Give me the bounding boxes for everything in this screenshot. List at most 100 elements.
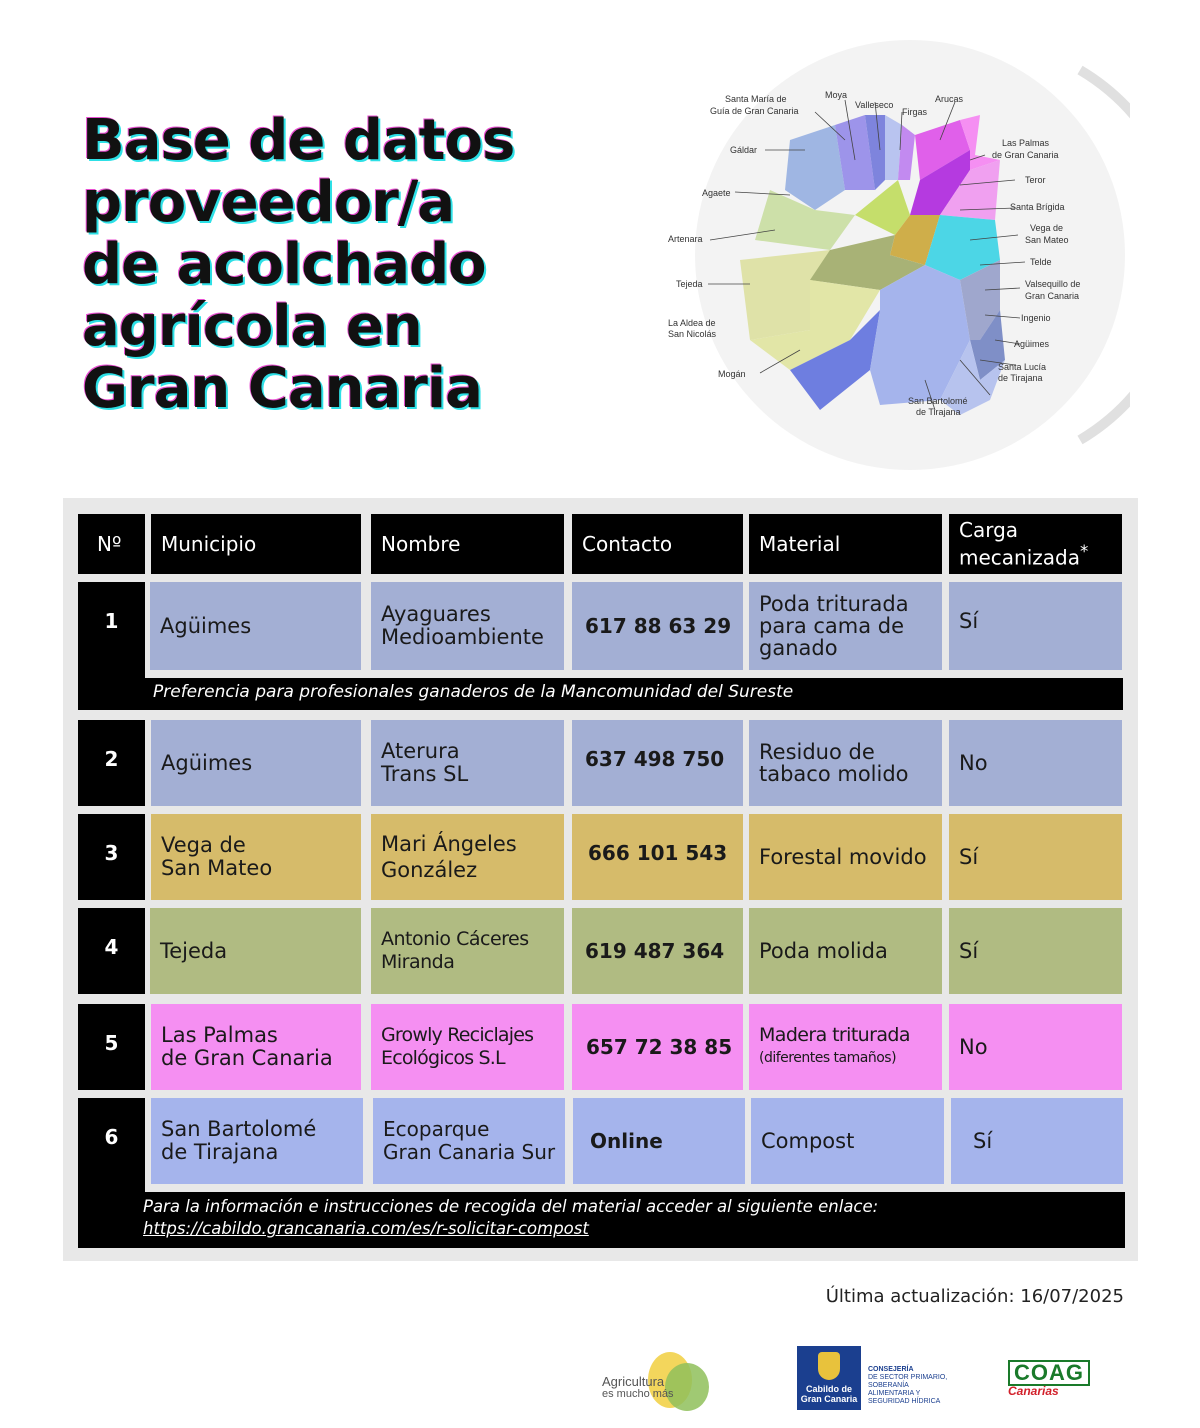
region-agaete xyxy=(755,190,855,250)
region-aldea xyxy=(750,280,880,370)
region-santa-brigida xyxy=(940,160,1000,220)
agricultura-logo: Agricultura es mucho más xyxy=(602,1345,712,1415)
contacto-cell: Online xyxy=(573,1098,745,1184)
title-line: Base de datos xyxy=(82,108,515,173)
nombre-text: Ecoparque xyxy=(383,1117,490,1141)
material-cell: Poda triturada para cama de ganado xyxy=(749,582,942,670)
phone-number[interactable]: 657 72 38 85 xyxy=(586,1034,733,1059)
region-telde xyxy=(925,215,1000,280)
material-text: Poda triturada xyxy=(759,592,909,616)
map-label: de Tirajana xyxy=(916,407,961,417)
carga-cell: No xyxy=(949,1004,1122,1090)
contacto-cell: 619 487 364 xyxy=(572,908,743,994)
agricultura-text: Agricultura es mucho más xyxy=(602,1375,674,1401)
municipio-cell: Agüimes xyxy=(150,582,361,670)
material-text: Residuo de xyxy=(759,740,875,764)
title-line: de acolchado xyxy=(82,232,487,297)
row-number: 2 xyxy=(78,720,145,806)
map-label: Santa María de xyxy=(725,94,787,104)
nombre-text: Ayaguares xyxy=(381,602,491,626)
contacto-cell: 657 72 38 85 xyxy=(572,1004,743,1090)
municipio-text: Las Palmas xyxy=(161,1023,278,1047)
contacto-cell: 617 88 63 29 xyxy=(572,582,743,670)
carga-cell: Sí xyxy=(949,908,1122,994)
map-label: San Nicolás xyxy=(668,329,717,339)
cons-line: CONSEJERÍA xyxy=(868,1366,914,1373)
phone-number[interactable]: 619 487 364 xyxy=(585,938,725,963)
map-label: Telde xyxy=(1030,257,1052,267)
row-number: 1 xyxy=(78,582,145,710)
header-carga-line: mecanizada* xyxy=(959,541,1088,569)
header-carga-word: mecanizada xyxy=(959,545,1080,570)
nombre-text: Medioambiente xyxy=(381,625,544,649)
map-label: Santa Brígida xyxy=(1010,202,1065,212)
map-svg: Santa María de Guía de Gran Canaria Moya… xyxy=(668,40,1191,470)
row6-note: Para la información e instrucciones de r… xyxy=(133,1192,1125,1248)
map-label: Tejeda xyxy=(676,279,703,289)
agri-line: Agricultura xyxy=(602,1374,665,1389)
map-labels: Santa María de Guía de Gran Canaria Moya… xyxy=(668,90,1080,417)
map-label: San Bartolomé xyxy=(908,396,968,406)
map-label: Mogán xyxy=(718,369,746,379)
phone-number[interactable]: 666 101 543 xyxy=(588,841,728,865)
row-number: 5 xyxy=(78,1004,145,1090)
municipio-text: San Mateo xyxy=(161,856,273,880)
nombre-text: Mari Ángeles xyxy=(381,832,517,856)
material-text: Poda molida xyxy=(759,938,888,963)
carga-cell: Sí xyxy=(949,814,1122,900)
municipio-text: Tejeda xyxy=(160,938,228,963)
nombre-cell: Ayaguares Medioambiente xyxy=(371,582,564,670)
nombre-cell: Mari Ángeles González xyxy=(371,814,564,900)
coat-of-arms-icon xyxy=(818,1352,840,1380)
carga-cell: Sí xyxy=(951,1098,1123,1184)
phone-number[interactable]: 617 88 63 29 xyxy=(585,613,732,638)
phone-number[interactable]: 637 498 750 xyxy=(585,747,725,771)
title-line: agrícola en xyxy=(82,294,423,359)
nombre-cell: Ecoparque Gran Canaria Sur xyxy=(373,1098,565,1184)
map-label: Vega de xyxy=(1030,223,1063,233)
material-text: Forestal movido xyxy=(759,844,927,869)
region-vega-san-mateo xyxy=(890,215,940,265)
gran-canaria-map: Santa María de Guía de Gran Canaria Moya… xyxy=(640,40,1191,470)
carga-cell: No xyxy=(949,720,1122,806)
municipio-text: Agüimes xyxy=(160,613,252,638)
last-updated: Última actualización: 16/07/2025 xyxy=(825,1286,1124,1307)
map-label: Valleseco xyxy=(855,100,893,110)
carga-text: Sí xyxy=(959,609,979,633)
consejeria-text: CONSEJERÍA DE SECTOR PRIMARIO, SOBERANÍA… xyxy=(868,1366,948,1406)
compost-link[interactable]: https://cabildo.grancanaria.com/es/r-sol… xyxy=(143,1219,589,1238)
nombre-text: Growly Reciclajes xyxy=(381,1024,534,1046)
region-valleseco xyxy=(885,115,902,180)
row1-note: Preferencia para profesionales ganaderos… xyxy=(145,678,1123,710)
region-tejeda xyxy=(810,235,925,290)
supplier-table: Nº Municipio Nombre Contacto Material Ca… xyxy=(63,498,1138,1261)
material-text: para cama de xyxy=(759,614,905,638)
cons-line: SOBERANÍA xyxy=(868,1382,909,1389)
row6-note-text: Para la información e instrucciones de r… xyxy=(143,1197,879,1216)
title-line: Gran Canaria xyxy=(82,356,483,421)
header-carga: Carga mecanizada* xyxy=(949,514,1122,574)
material-text: Compost xyxy=(761,1128,855,1153)
header-material: Material xyxy=(749,514,942,574)
municipio-cell: Vega de San Mateo xyxy=(151,814,361,900)
row-number: 3 xyxy=(78,814,145,900)
online-link[interactable]: Online xyxy=(590,1128,663,1153)
map-label: Santa Lucía xyxy=(998,362,1046,372)
region-san-bartolome xyxy=(870,265,970,405)
nombre-text: González xyxy=(381,858,478,882)
map-label: Guía de Gran Canaria xyxy=(710,106,799,116)
map-label: Las Palmas xyxy=(1002,138,1050,148)
map-label: Firgas xyxy=(902,107,928,117)
material-cell: Madera triturada (diferentes tamaños) xyxy=(749,1004,942,1090)
map-label: de Tirajana xyxy=(998,373,1043,383)
municipio-cell: Tejeda xyxy=(150,908,361,994)
municipio-text: de Tirajana xyxy=(161,1140,279,1164)
municipio-cell: San Bartolomé de Tirajana xyxy=(151,1098,363,1184)
carga-text: Sí xyxy=(959,938,979,963)
region-santa-lucia xyxy=(940,340,1005,415)
region-tejeda-west xyxy=(740,250,830,340)
header-municipio: Municipio xyxy=(151,514,361,574)
coag-logo: COAG Canarias xyxy=(1008,1360,1113,1400)
material-cell: Residuo de tabaco molido xyxy=(749,720,942,806)
material-text: (diferentes tamaños) xyxy=(759,1050,897,1066)
